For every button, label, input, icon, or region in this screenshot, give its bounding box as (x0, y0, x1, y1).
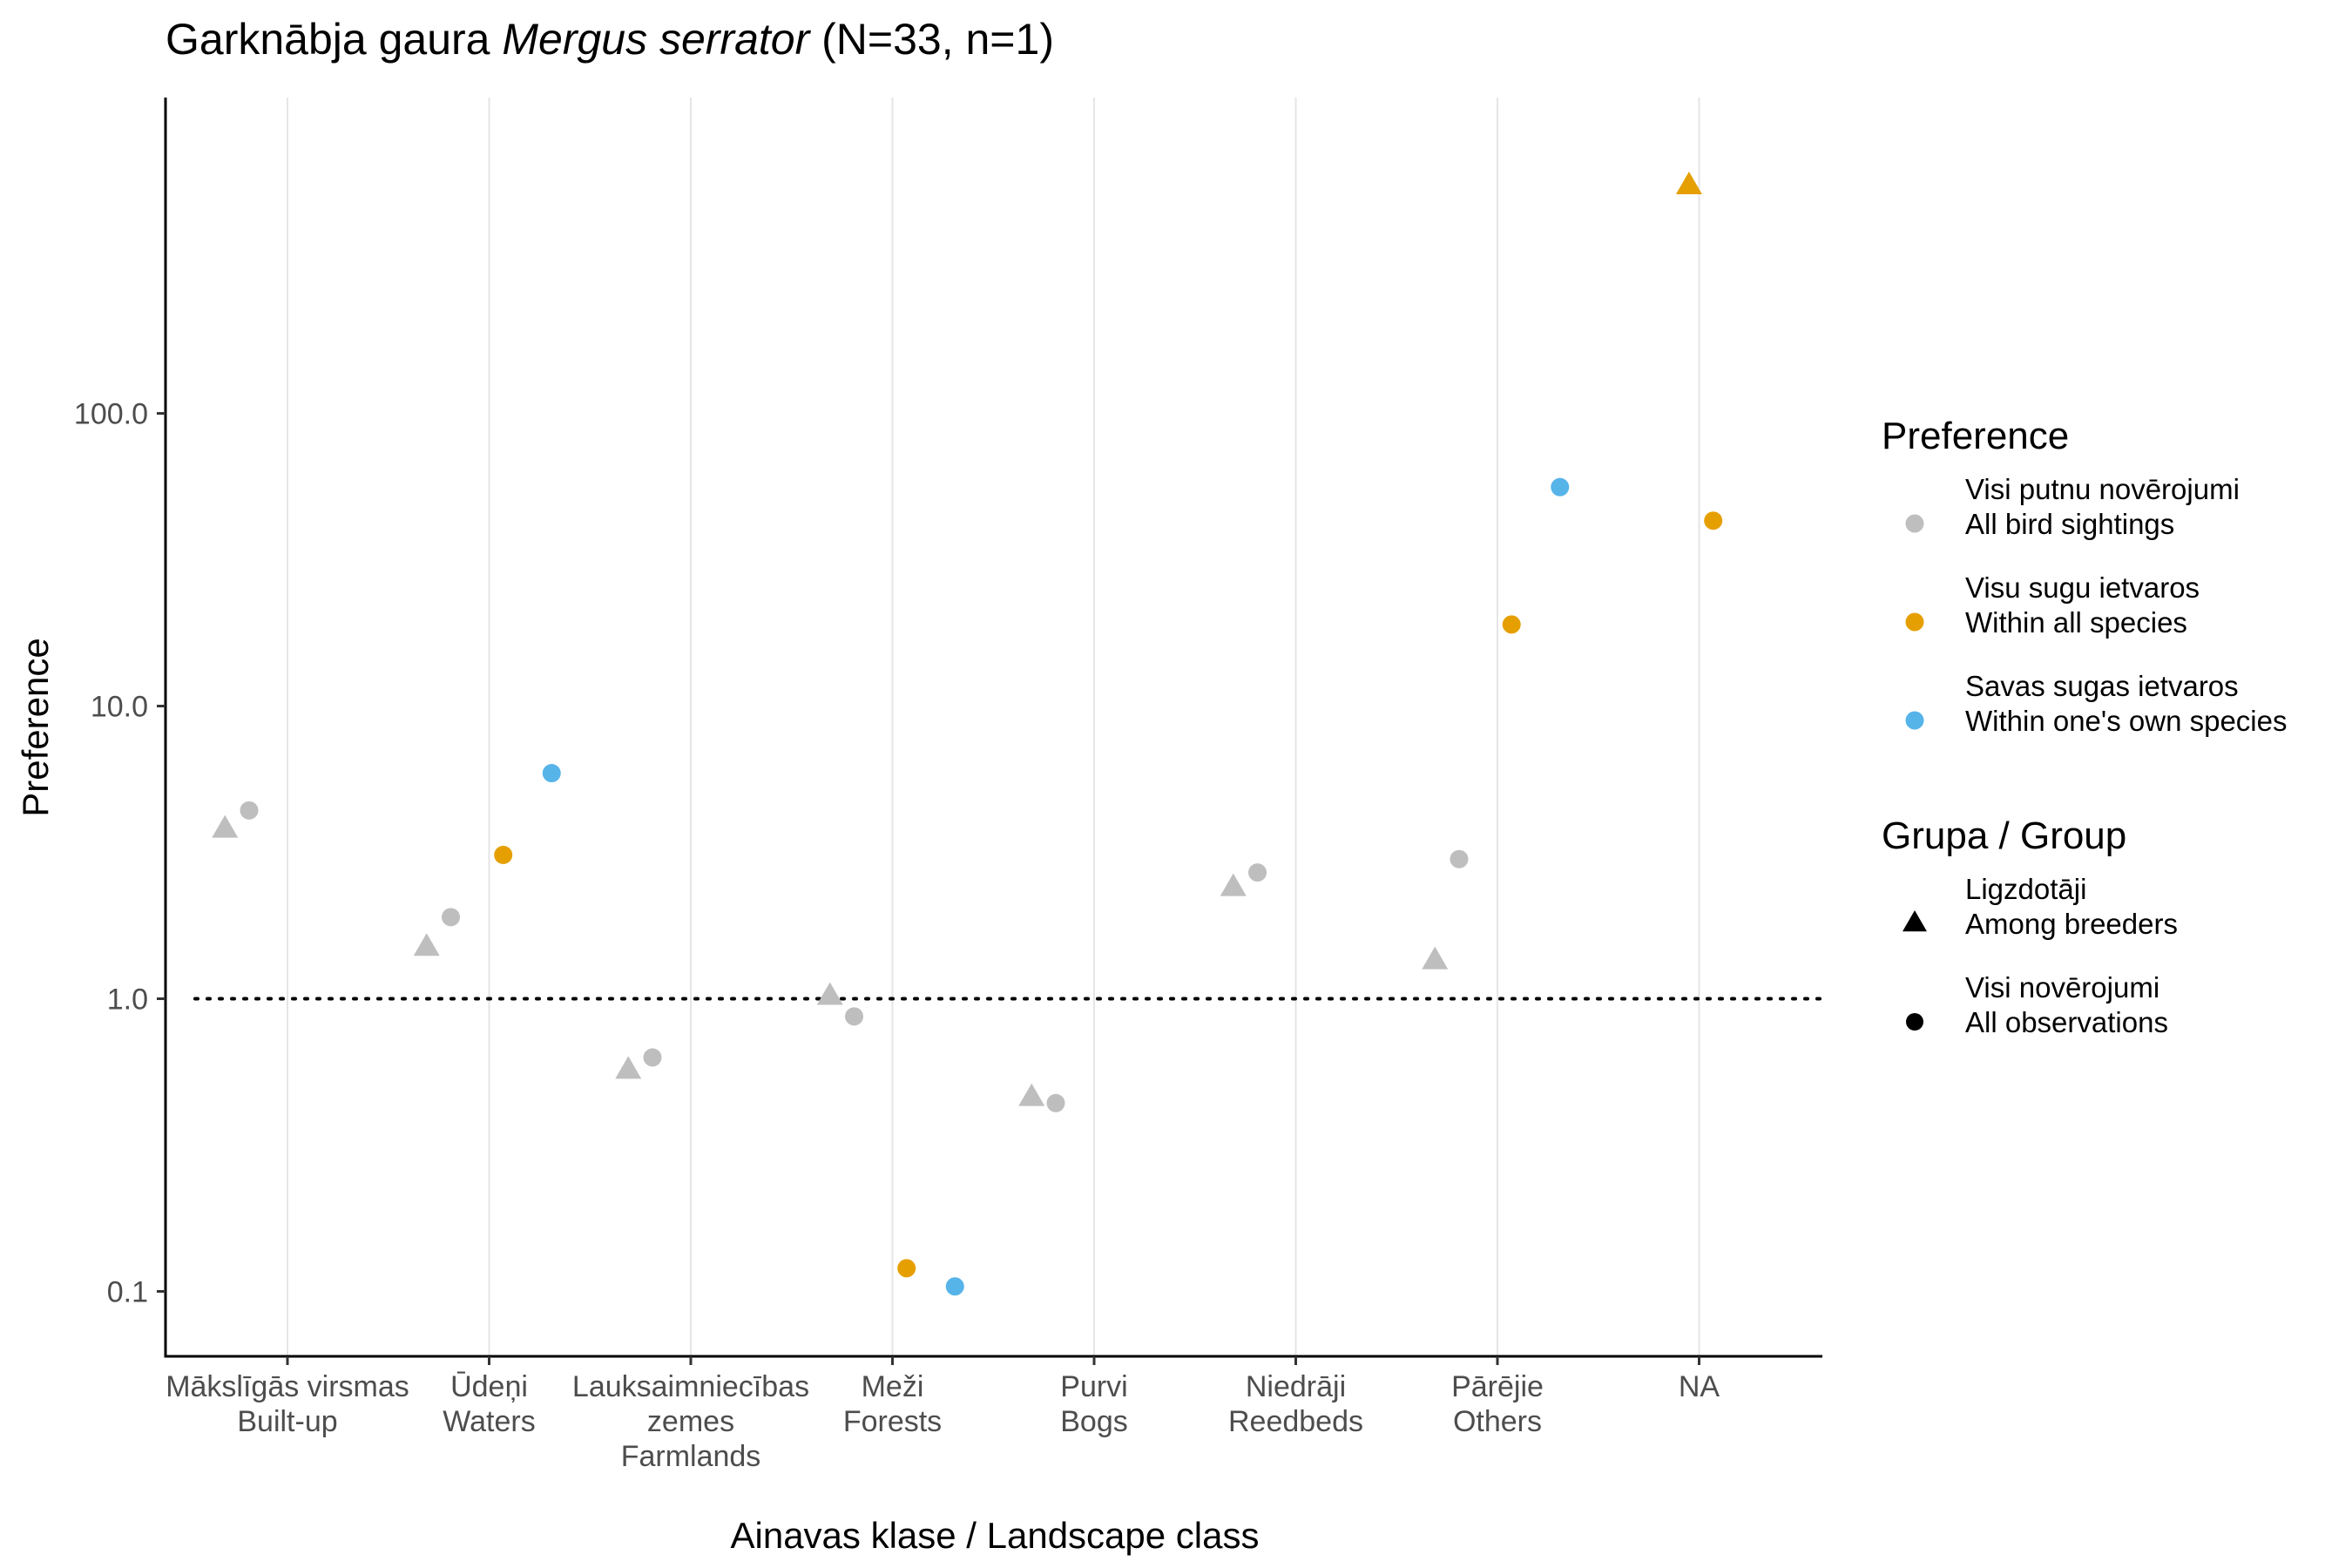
legend-key-all_obs (1906, 1013, 1923, 1031)
point-0 (212, 814, 239, 838)
point-11 (945, 1277, 964, 1296)
point-12 (1018, 1083, 1045, 1106)
x-tick-label-6: Pārējie Others (1451, 1370, 1544, 1438)
point-9 (845, 1007, 864, 1026)
legend-label-all_obs-line-1: All observations (1965, 1006, 2168, 1038)
point-10 (897, 1259, 916, 1278)
point-5 (542, 764, 561, 783)
y-axis-title: Preference (15, 638, 56, 816)
x-tick-label-3-line-0: Meži (862, 1370, 924, 1403)
data-points (212, 172, 1723, 1296)
x-tick-label-2-line-2: Farmlands (621, 1440, 761, 1473)
point-18 (1502, 615, 1521, 634)
point-16 (1422, 946, 1449, 970)
vertical-gridlines (287, 98, 1700, 1356)
legend-label-breeders-line-1: Among breeders (1965, 908, 2178, 940)
y-tick-label-2: 10.0 (91, 691, 148, 724)
y-tick-labels: 0.1 1.0 10.0 100.0 (74, 398, 166, 1308)
legend-key-all_birds (1905, 514, 1924, 533)
x-tick-label-5-line-1: Reedbeds (1228, 1405, 1363, 1438)
x-tick-label-5: Niedrāji Reedbeds (1228, 1370, 1363, 1438)
point-20 (1675, 172, 1702, 195)
legend-label-breeders: Ligzdotāji Among breeders (1965, 873, 2178, 940)
x-tick-label-3: Meži Forests (843, 1370, 942, 1438)
legend-label-all_birds-line-1: All bird sightings (1965, 508, 2174, 540)
point-17 (1450, 849, 1469, 868)
legend-label-own_species-line-1: Within one's own species (1965, 705, 2287, 737)
legend-group-title: Grupa / Group (1882, 814, 2126, 857)
x-tick-label-1-line-1: Waters (443, 1405, 535, 1438)
legend-label-all_obs: Visi novērojumi All observations (1965, 971, 2168, 1038)
legend-key-breeders (1903, 909, 1927, 932)
legend: Preference Visi putnu novērojumi All bird … (1882, 415, 2287, 1038)
x-axis-title: Ainavas klase / Landscape class (730, 1515, 1259, 1556)
title-part-1: Mergus serrator (502, 15, 811, 64)
y-tick-label-1: 1.0 (107, 983, 148, 1017)
x-tick-label-6-line-0: Pārējie (1451, 1370, 1544, 1403)
x-tick-label-2-line-0: Lauksaimniecības (572, 1370, 809, 1403)
point-3 (442, 908, 461, 927)
point-6 (615, 1056, 642, 1079)
x-tick-label-1-line-0: Ūdeņi (450, 1370, 528, 1403)
legend-label-breeders-line-0: Ligzdotāji (1965, 873, 2086, 905)
point-21 (1704, 511, 1723, 531)
x-tick-label-4: Purvi Bogs (1060, 1370, 1128, 1438)
point-13 (1046, 1093, 1065, 1112)
point-8 (816, 982, 843, 1005)
legend-label-all_birds-line-0: Visi putnu novērojumi (1965, 473, 2240, 505)
point-19 (1551, 477, 1570, 497)
x-tick-label-4-line-0: Purvi (1060, 1370, 1127, 1403)
legend-key-own_species (1905, 711, 1924, 730)
legend-label-all_obs-line-0: Visi novērojumi (1965, 971, 2159, 1004)
point-7 (643, 1048, 662, 1067)
axes (164, 98, 1822, 1358)
point-14 (1220, 873, 1247, 896)
point-4 (494, 845, 513, 864)
legend-label-all_birds: Visi putnu novērojumi All bird sightings (1965, 473, 2240, 540)
x-tick-label-0-line-1: Built-up (237, 1405, 337, 1438)
title-part-2: (N=33, n=1) (809, 15, 1054, 64)
x-tick-label-7-line-0: NA (1679, 1370, 1720, 1403)
x-tick-labels: Mākslīgās virsmas Built-up Ūdeņi Waters Lauk… (166, 1356, 1720, 1473)
y-tick-label-0: 0.1 (107, 1275, 148, 1308)
point-1 (240, 801, 259, 820)
title-part-0: Garknābja gaura (166, 15, 502, 64)
point-2 (413, 933, 440, 956)
legend-label-all_species-line-0: Visu sugu ietvaros (1965, 571, 2200, 604)
x-tick-label-1: Ūdeņi Waters (443, 1370, 535, 1438)
y-tick-label-3: 100.0 (74, 398, 148, 431)
point-15 (1248, 863, 1267, 882)
x-tick-label-0-line-0: Mākslīgās virsmas (166, 1370, 409, 1403)
legend-label-all_species: Visu sugu ietvaros Within all species (1965, 571, 2200, 639)
legend-key-all_species (1905, 612, 1924, 632)
legend-preference-title: Preference (1882, 415, 2069, 457)
x-tick-label-6-line-1: Others (1453, 1405, 1542, 1438)
x-tick-label-2-line-1: zemes (647, 1405, 734, 1438)
x-tick-label-4-line-1: Bogs (1060, 1405, 1128, 1438)
x-tick-label-7: NA (1679, 1370, 1720, 1403)
x-tick-label-3-line-1: Forests (843, 1405, 942, 1438)
legend-label-all_species-line-1: Within all species (1965, 606, 2187, 639)
chart-title: Garknābja gaura Mergus serrator (N=33, n… (166, 15, 1054, 64)
legend-label-own_species-line-0: Savas sugas ietvaros (1965, 670, 2239, 702)
legend-label-own_species: Savas sugas ietvaros Within one's own spe… (1965, 670, 2287, 737)
x-tick-label-2: Lauksaimniecības zemes Farmlands (572, 1370, 809, 1473)
x-tick-label-5-line-0: Niedrāji (1246, 1370, 1346, 1403)
x-tick-label-0: Mākslīgās virsmas Built-up (166, 1370, 409, 1438)
